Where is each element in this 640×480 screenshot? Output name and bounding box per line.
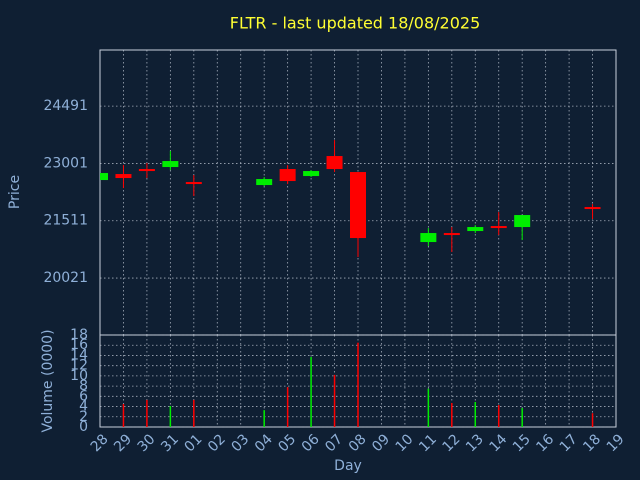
x-tick-label: 16 bbox=[533, 431, 557, 455]
x-tick-label: 15 bbox=[510, 431, 534, 455]
candle-body bbox=[420, 233, 437, 243]
candle-body bbox=[256, 179, 273, 186]
x-tick-label: 30 bbox=[135, 431, 159, 455]
chart-title: FLTR - last updated 18/08/2025 bbox=[230, 14, 481, 33]
candle-body bbox=[490, 226, 507, 229]
candle-body bbox=[467, 227, 484, 232]
volume-bar bbox=[146, 399, 148, 427]
candle-body bbox=[303, 171, 320, 177]
candle-body bbox=[279, 169, 296, 182]
volume-tick-label: 6 bbox=[79, 388, 88, 404]
y-tick-label: 23001 bbox=[43, 155, 88, 171]
x-tick-label: 07 bbox=[322, 431, 346, 455]
volume-tick-label: 16 bbox=[70, 337, 88, 353]
x-tick-label: 10 bbox=[393, 431, 417, 455]
candle-body bbox=[584, 207, 601, 210]
volume-bar bbox=[427, 388, 430, 427]
candle-body bbox=[138, 169, 155, 172]
candle-body bbox=[100, 173, 108, 181]
candle-body bbox=[514, 215, 531, 228]
x-tick-label: 17 bbox=[557, 431, 581, 455]
candle-body bbox=[350, 172, 366, 239]
candle-body bbox=[162, 161, 179, 168]
x-tick-label: 19 bbox=[604, 431, 628, 455]
volume-bar bbox=[122, 404, 125, 427]
candle-body bbox=[115, 174, 132, 179]
volume-bar bbox=[521, 408, 523, 427]
x-tick-label: 08 bbox=[346, 431, 370, 455]
volume-bar bbox=[591, 413, 594, 427]
volume-bar bbox=[333, 374, 336, 427]
y-tick-label: 24491 bbox=[43, 98, 88, 114]
volume-tick-label: 18 bbox=[70, 327, 88, 343]
y-tick-label: 20021 bbox=[43, 270, 88, 286]
x-tick-label: 14 bbox=[486, 431, 510, 455]
x-tick-label: 28 bbox=[88, 431, 112, 455]
y-tick-label: 21511 bbox=[43, 213, 88, 229]
volume-tick-label: 10 bbox=[70, 368, 88, 384]
x-tick-label: 31 bbox=[158, 431, 182, 455]
x-tick-label: 11 bbox=[416, 431, 440, 455]
x-tick-label: 05 bbox=[275, 431, 299, 455]
x-tick-label: 01 bbox=[182, 431, 206, 455]
candle-body bbox=[326, 156, 343, 170]
volume-bar bbox=[451, 402, 453, 427]
volume-bar bbox=[474, 401, 477, 427]
x-tick-label: 18 bbox=[580, 431, 604, 455]
volume-bar bbox=[357, 342, 359, 427]
x-tick-label: 13 bbox=[463, 431, 487, 455]
x-tick-label: 04 bbox=[252, 431, 276, 455]
volume-axis-label: Volume (0000) bbox=[40, 329, 56, 432]
volume-tick-label: 8 bbox=[79, 378, 88, 394]
volume-tick-label: 2 bbox=[79, 409, 88, 425]
candle-body bbox=[185, 182, 202, 185]
volume-bar bbox=[310, 356, 312, 427]
volume-bar bbox=[286, 387, 289, 427]
volume-tick-label: 14 bbox=[70, 347, 88, 363]
x-tick-label: 12 bbox=[440, 431, 464, 455]
y-axis-label: Price bbox=[7, 175, 23, 209]
volume-bar bbox=[263, 410, 265, 427]
volume-bar bbox=[169, 406, 172, 427]
volume-tick-label: 0 bbox=[79, 419, 88, 435]
volume-tick-label: 12 bbox=[70, 358, 88, 374]
x-axis-label: Day bbox=[334, 458, 362, 474]
volume-bar bbox=[497, 405, 500, 427]
candle-body bbox=[443, 233, 460, 236]
x-tick-label: 29 bbox=[111, 431, 135, 455]
volume-tick-label: 4 bbox=[79, 399, 88, 415]
volume-bar bbox=[193, 399, 195, 427]
x-tick-label: 09 bbox=[369, 431, 393, 455]
x-tick-label: 02 bbox=[205, 431, 229, 455]
x-tick-label: 03 bbox=[228, 431, 252, 455]
x-tick-label: 06 bbox=[299, 431, 323, 455]
